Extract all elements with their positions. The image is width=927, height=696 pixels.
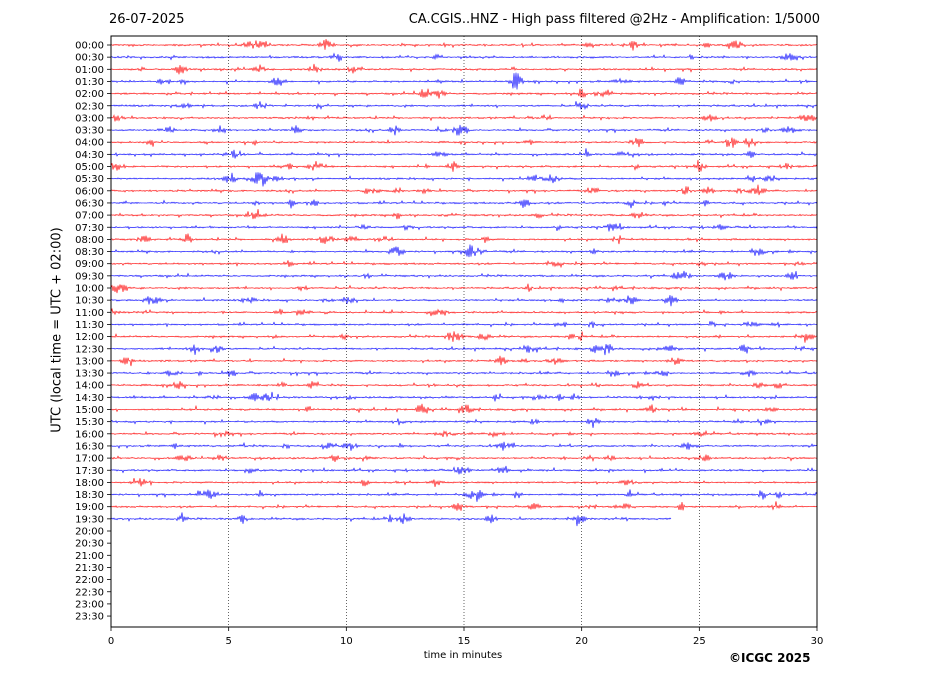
y-tick-label: 23:30 [75, 612, 104, 623]
trace-0800 [110, 233, 818, 245]
y-tick-label: 03:00 [75, 113, 104, 124]
x-tick-label: 5 [225, 636, 231, 647]
trace-1930 [110, 512, 672, 527]
y-tick-label: 00:00 [75, 41, 104, 52]
trace-1500 [110, 403, 818, 414]
y-tick-label: 19:00 [75, 502, 104, 513]
y-tick-label: 20:00 [75, 527, 104, 538]
y-tick-label: 11:00 [75, 308, 104, 319]
x-tick-label: 15 [458, 636, 471, 647]
y-tick-label: 10:00 [75, 284, 104, 295]
y-tick-label: 15:00 [75, 405, 104, 416]
plot-frame [110, 35, 818, 628]
y-tick-label: 18:30 [75, 490, 104, 501]
y-tick-label: 09:30 [75, 271, 104, 282]
x-tick-label: 10 [340, 636, 353, 647]
y-tick-label: 05:00 [75, 162, 104, 173]
trace-0000 [110, 39, 818, 51]
y-tick-label: 06:00 [75, 186, 104, 197]
trace-1430 [110, 391, 818, 402]
x-tick-label: 0 [108, 636, 114, 647]
y-tick-label: 14:30 [75, 393, 104, 404]
y-tick-label: 23:00 [75, 599, 104, 610]
x-tick-label: 20 [575, 636, 588, 647]
trace-1730 [110, 465, 818, 475]
y-tick-label: 16:00 [75, 429, 104, 440]
y-tick-label: 06:30 [75, 198, 104, 209]
y-tick-label: 16:30 [75, 441, 104, 452]
y-tick-label: 12:00 [75, 332, 104, 343]
trace-0730 [110, 223, 818, 232]
y-tick-label: 21:00 [75, 551, 104, 562]
trace-1630 [110, 441, 818, 451]
y-tick-label: 02:30 [75, 101, 104, 112]
trace-1600 [110, 429, 818, 439]
y-tick-label: 01:30 [75, 77, 104, 88]
y-tick-label: 22:30 [75, 587, 104, 598]
y-tick-label: 04:00 [75, 138, 104, 149]
trace-0400 [110, 137, 818, 148]
frame-layer [110, 35, 818, 628]
y-tick-label: 17:00 [75, 454, 104, 465]
y-tick-label: 18:00 [75, 478, 104, 489]
y-tick-label: 19:30 [75, 514, 104, 525]
y-tick-label: 21:30 [75, 563, 104, 574]
y-tick-label: 08:30 [75, 247, 104, 258]
x-tick-layer: 0 5 10 15 20 25 30 [108, 627, 824, 647]
plot-title: CA.CGIS..HNZ - High pass filtered @2Hz -… [408, 12, 820, 27]
y-tick-label: 17:30 [75, 466, 104, 477]
trace-0530 [110, 172, 818, 187]
x-tick-label: 30 [811, 636, 824, 647]
y-tick-label: 20:30 [75, 539, 104, 550]
y-tick-label: 15:30 [75, 417, 104, 428]
y-tick-label: 07:00 [75, 211, 104, 222]
y-tick-label: 05:30 [75, 174, 104, 185]
grid-layer [228, 36, 700, 627]
y-tick-label: 09:00 [75, 259, 104, 270]
trace-0830 [110, 244, 818, 258]
trace-1700 [110, 454, 818, 463]
y-tick-label: 00:30 [75, 53, 104, 64]
trace-0500 [110, 159, 818, 173]
y-tick-label: 08:00 [75, 235, 104, 246]
y-tick-label: 12:30 [75, 344, 104, 355]
y-tick-label: 10:30 [75, 296, 104, 307]
y-tick-label: 11:30 [75, 320, 104, 331]
y-tick-label: 04:30 [75, 150, 104, 161]
x-axis-label: time in minutes [423, 650, 503, 661]
y-tick-label: 02:00 [75, 89, 104, 100]
y-tick-label: 03:30 [75, 126, 104, 137]
y-tick-label: 07:30 [75, 223, 104, 234]
trace-0600 [110, 184, 818, 196]
y-tick-label: 22:00 [75, 575, 104, 586]
trace-1530 [110, 417, 818, 428]
trace-1200 [110, 331, 818, 343]
trace-0930 [110, 270, 818, 281]
trace-0630 [110, 199, 818, 209]
trace-0700 [110, 209, 818, 220]
x-tick-label: 25 [693, 636, 706, 647]
copyright-label: ©ICGC 2025 [729, 651, 811, 665]
y-tick-label: 14:00 [75, 381, 104, 392]
date-label: 26-07-2025 [109, 12, 185, 27]
trace-1900 [110, 501, 818, 511]
trace-1800 [110, 478, 818, 488]
y-tick-label: 13:30 [75, 369, 104, 380]
y-tick-label: 01:00 [75, 65, 104, 76]
y-tick-label: 13:00 [75, 356, 104, 367]
